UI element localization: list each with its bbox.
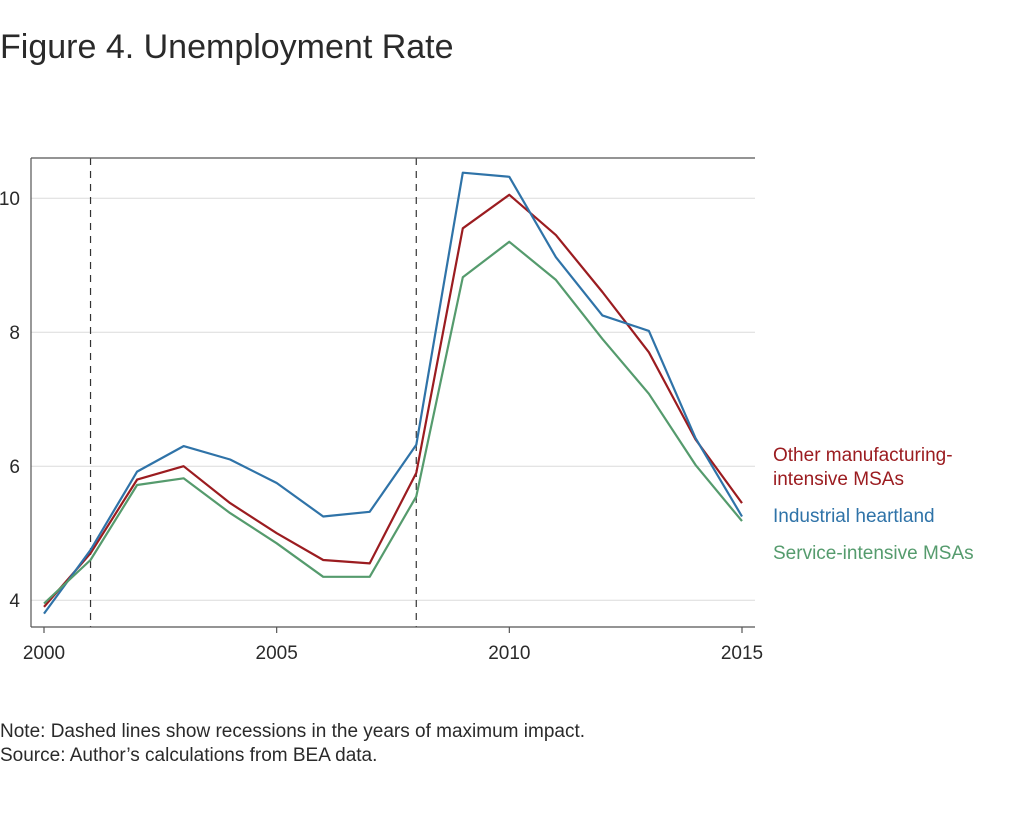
series-line-2 <box>43 240 743 605</box>
legend: Other manufacturing-intensive MSAs Indust… <box>773 445 974 564</box>
chart-note: Note: Dashed lines show recessions in th… <box>0 721 586 742</box>
series-lines <box>43 171 743 615</box>
x-tick-label: 2000 <box>23 643 65 664</box>
x-tick-label: 2010 <box>488 643 530 664</box>
recession-lines <box>89 158 417 627</box>
y-tick-label: 8 <box>9 323 20 344</box>
axes: 4 6 8 10 2000 2005 2010 2015 <box>0 157 763 664</box>
chart-source: Source: Author’s calculations from BEA d… <box>0 745 378 766</box>
legend-label-0: Other manufacturing-intensive MSAs <box>773 445 953 490</box>
grid-lines <box>31 197 755 601</box>
y-tick-label: 10 <box>0 189 20 210</box>
series-line-1 <box>43 171 743 615</box>
chart-title: Figure 4. Unemployment Rate <box>0 28 454 66</box>
series-line-0 <box>43 193 743 608</box>
y-tick-label: 6 <box>9 457 20 478</box>
y-tick-label: 4 <box>9 591 20 612</box>
legend-label-2: Service-intensive MSAs <box>773 543 974 564</box>
legend-label-1: Industrial heartland <box>773 506 935 527</box>
unemployment-line-chart: 4 6 8 10 2000 2005 2010 2015 Other manufacturin… <box>0 157 974 664</box>
x-tick-label: 2005 <box>256 643 298 664</box>
x-tick-label: 2015 <box>721 643 763 664</box>
